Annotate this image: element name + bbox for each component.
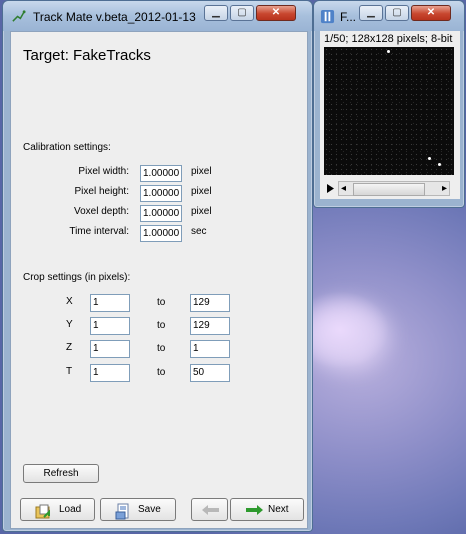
crop-y-to-input[interactable]: 129 [190,317,230,335]
pixel-height-label: Pixel height: [74,186,129,197]
calibration-heading: Calibration settings: [23,142,111,153]
trackmate-icon [12,10,26,22]
crop-x-label: X [66,296,73,307]
image-maximize-button[interactable]: ▢ [385,5,409,21]
crop-x-to-label: to [157,297,166,308]
time-interval-label: Time interval: [69,226,129,237]
crop-t-to-input[interactable]: 50 [190,364,230,382]
close-icon: ✕ [426,7,436,18]
arrow-left-icon [202,505,219,515]
close-icon: ✕ [271,7,281,18]
maximize-icon: ▢ [237,7,247,18]
load-button[interactable]: Load [20,498,95,521]
save-button[interactable]: Save [100,498,176,521]
close-button[interactable]: ✕ [256,5,296,21]
pixel-width-unit: pixel [191,166,212,177]
minimize-icon: ▁ [212,7,220,18]
scrollbar-thumb[interactable] [353,183,425,196]
voxel-depth-unit: pixel [191,206,212,217]
crop-t-label: T [66,366,73,377]
play-icon[interactable] [326,183,335,194]
crop-heading: Crop settings (in pixels): [23,272,131,283]
image-window: F... ▁ ▢ ✕ 1/50; 128x128 pixels; 8-bit ◂… [313,0,465,208]
previous-button[interactable] [191,498,228,521]
crop-y-label: Y [66,319,73,330]
load-label: Load [59,504,82,515]
save-disk-icon [115,503,129,520]
image-title: F... [340,10,357,24]
crop-y-to-label: to [157,320,166,331]
pixel-width-label: Pixel width: [78,166,129,177]
frame-scrollbar[interactable]: ◂ ▸ [338,181,450,196]
spot [428,157,431,160]
crop-z-to-input[interactable]: 1 [190,340,230,358]
spot [438,163,441,166]
trackmate-panel: Target: FakeTracks Calibration settings:… [10,31,308,529]
time-interval-input[interactable]: 1.00000 [140,225,182,242]
pixel-height-unit: pixel [191,186,212,197]
voxel-depth-label: Voxel depth: [73,206,129,217]
pixel-width-input[interactable]: 1.00000 [140,165,182,182]
crop-t-from-input[interactable]: 1 [90,364,130,382]
time-interval-unit: sec [191,226,207,237]
image-titlebar[interactable]: F... ▁ ▢ ✕ [314,1,464,31]
image-info: 1/50; 128x128 pixels; 8-bit [324,33,453,45]
maximize-button[interactable]: ▢ [230,5,254,21]
minimize-button[interactable]: ▁ [204,5,228,21]
desktop-glow [300,300,390,370]
crop-z-from-input[interactable]: 1 [90,340,130,358]
spot [387,50,390,53]
scroll-right-icon[interactable]: ▸ [441,183,447,194]
crop-x-to-input[interactable]: 129 [190,294,230,312]
voxel-depth-input[interactable]: 1.00000 [140,205,182,222]
crop-y-from-input[interactable]: 1 [90,317,130,335]
image-canvas[interactable] [324,47,454,175]
image-minimize-button[interactable]: ▁ [359,5,383,21]
imagej-icon [320,9,335,24]
target-label: Target: FakeTracks [23,47,151,64]
trackmate-titlebar[interactable]: Track Mate v.beta_2012-01-13 ▁ ▢ ✕ [3,1,312,31]
next-label: Next [268,504,289,515]
minimize-icon: ▁ [367,7,375,18]
scroll-left-icon[interactable]: ◂ [341,183,347,194]
load-folder-icon [35,504,50,519]
crop-z-label: Z [66,342,73,353]
refresh-button[interactable]: Refresh [23,464,99,483]
save-label: Save [138,504,161,515]
crop-x-from-input[interactable]: 1 [90,294,130,312]
crop-z-to-label: to [157,343,166,354]
next-button[interactable]: Next [230,498,304,521]
image-panel: 1/50; 128x128 pixels; 8-bit ◂ ▸ [320,31,460,199]
image-close-button[interactable]: ✕ [411,5,451,21]
maximize-icon: ▢ [392,7,402,18]
crop-t-to-label: to [157,367,166,378]
pixel-height-input[interactable]: 1.00000 [140,185,182,202]
arrow-right-icon [246,505,263,515]
trackmate-title: Track Mate v.beta_2012-01-13 [33,10,196,24]
trackmate-window: Track Mate v.beta_2012-01-13 ▁ ▢ ✕ Targe… [2,0,313,532]
